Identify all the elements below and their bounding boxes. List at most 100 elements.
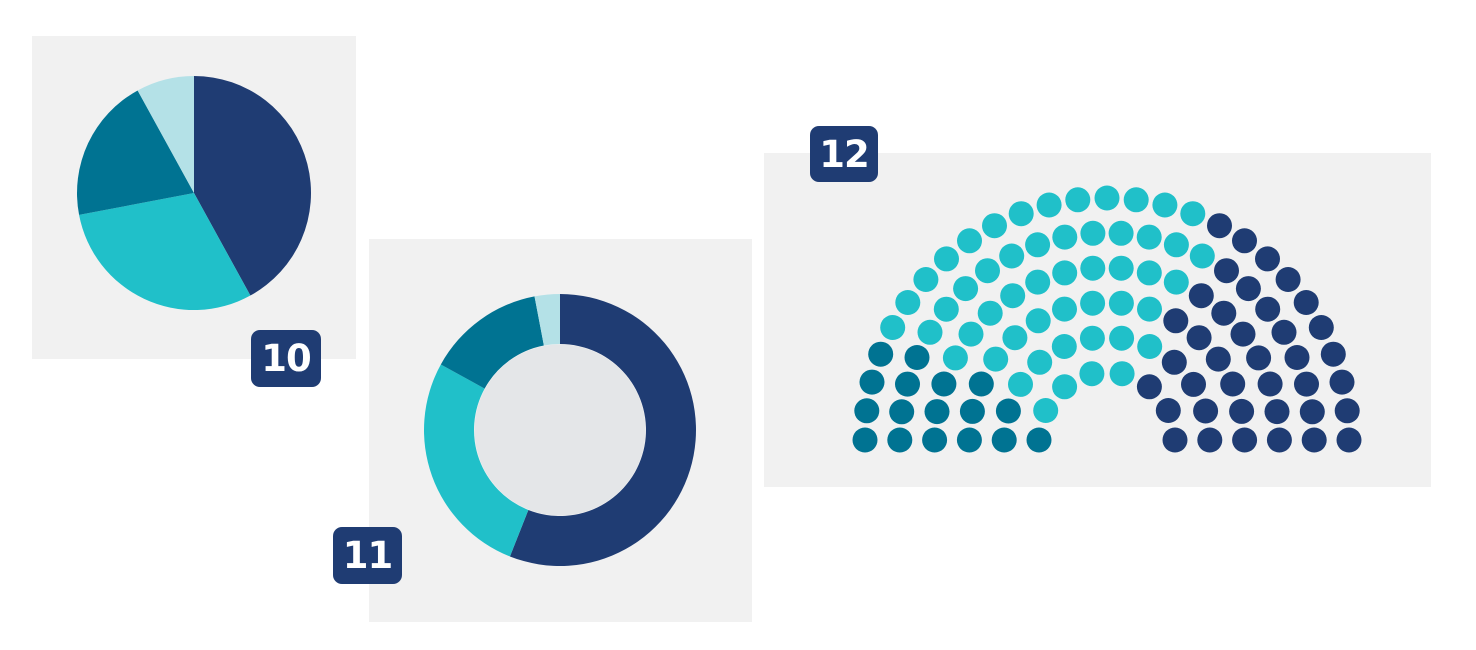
parliament-seat-party-3: [1188, 283, 1214, 309]
chart-number-badge-11: 11: [333, 527, 402, 584]
pie-chart: [77, 76, 312, 310]
parliament-seat-party-3: [1197, 427, 1223, 453]
parliament-seat-party-3: [1257, 371, 1283, 397]
parliament-seat-party-1: [852, 427, 878, 453]
parliament-seat-party-1: [931, 371, 957, 397]
parliament-seat-party-2: [1033, 398, 1059, 423]
pie-slice-4: [137, 76, 194, 193]
parliament-seat-party-2: [913, 267, 939, 292]
parliament-seat-party-3: [1207, 213, 1232, 239]
parliament-seat-party-2: [999, 243, 1025, 269]
parliament-seat-party-2: [1123, 187, 1149, 213]
parliament-seat-party-3: [1163, 308, 1189, 334]
parliament-seat-party-2: [1108, 220, 1134, 246]
parliament-seat-party-2: [942, 345, 968, 371]
parliament-seat-party-1: [995, 398, 1021, 424]
parliament-seat-party-2: [1065, 187, 1091, 213]
parliament-seat-party-2: [933, 296, 959, 322]
pie-slice-2: [79, 193, 251, 310]
parliament-seat-party-3: [1186, 325, 1212, 351]
parliament-seat-party-3: [1334, 398, 1360, 424]
parliament-seat-party-1: [968, 371, 994, 397]
parliament-seat-party-2: [1025, 232, 1051, 258]
parliament-seat-party-2: [958, 321, 984, 347]
parliament-seat-party-2: [1109, 325, 1135, 351]
donut-chart: [423, 294, 696, 566]
parliament-seat-party-2: [934, 246, 959, 272]
parliament-seat-party-2: [1052, 374, 1078, 400]
parliament-seat-party-2: [1137, 296, 1162, 322]
parliament-seat-party-1: [924, 399, 950, 425]
parliament-seat-party-3: [1329, 369, 1355, 395]
parliament-seat-party-2: [1189, 243, 1215, 269]
pie-slice-3: [77, 90, 194, 215]
parliament-seat-party-2: [1136, 224, 1162, 250]
parliament-seat-party-3: [1232, 228, 1257, 254]
parliament-seat-party-2: [880, 315, 906, 340]
parliament-seat-party-2: [1080, 220, 1106, 246]
parliament-seat-party-3: [1301, 427, 1327, 453]
parliament-seat-party-3: [1275, 267, 1301, 292]
parliament-seat-party-2: [1152, 192, 1178, 218]
parliament-seat-party-2: [1108, 255, 1134, 281]
parliament-seat-party-3: [1155, 398, 1181, 423]
parliament-seat-party-1: [854, 398, 880, 424]
parliament-seat-party-1: [991, 427, 1017, 453]
parliament-seat-party-3: [1232, 427, 1258, 453]
parliament-seat-party-3: [1308, 315, 1334, 340]
parliament-seat-party-2: [1080, 255, 1106, 281]
donut-slice-3: [440, 296, 544, 389]
parliament-seat-party-2: [953, 276, 979, 302]
parliament-seat-party-1: [959, 398, 985, 424]
parliament-seat-party-2: [1051, 334, 1077, 359]
parliament-seat-party-3: [1336, 427, 1362, 453]
parliament-seat-party-3: [1293, 290, 1319, 315]
parliament-seat-party-3: [1230, 321, 1256, 347]
parliament-seat-party-2: [982, 213, 1007, 239]
parliament-seat-party-2: [1180, 201, 1206, 227]
parliament-seat-party-2: [1163, 232, 1189, 258]
parliament-seat-party-1: [1026, 427, 1052, 453]
parliament-seat-party-2: [1136, 260, 1162, 286]
chart-number-badge-10: 10: [251, 330, 321, 387]
donut-slice-4: [534, 294, 560, 346]
parliament-seat-party-3: [1255, 296, 1281, 322]
parliament-seat-party-3: [1235, 276, 1261, 302]
parliament-seat-party-1: [859, 369, 885, 395]
parliament-seat-party-1: [889, 399, 915, 425]
parliament-seat-party-2: [1036, 192, 1062, 218]
parliament-seat-party-1: [922, 427, 948, 453]
parliament-seat-party-2: [957, 228, 982, 254]
parliament-seat-party-3: [1266, 427, 1292, 453]
parliament-seat-party-3: [1161, 349, 1187, 375]
parliament-seat-party-2: [1052, 260, 1078, 286]
parliament-seat-party-3: [1211, 300, 1237, 326]
parliament-seat-party-2: [895, 290, 921, 315]
parliament-seat-party-1: [887, 427, 913, 453]
parliament-seat-party-3: [1162, 427, 1188, 453]
chart-number-badge-12: 12: [810, 126, 878, 182]
parliament-seat-party-2: [1080, 290, 1106, 316]
parliament-seat-party-2: [1025, 269, 1051, 295]
donut-slice-1: [509, 294, 696, 566]
donut-slice-2: [423, 364, 529, 557]
parliament-seat-party-2: [1002, 325, 1028, 351]
parliament-seat-party-2: [1008, 201, 1034, 227]
donut-hole: [474, 344, 646, 516]
parliament-seat-party-1: [956, 427, 982, 453]
parliament-seat-party-3: [1220, 371, 1246, 397]
parliament-seat-party-3: [1229, 398, 1255, 424]
parliament-seat-party-2: [975, 258, 1000, 284]
parliament-seat-party-2: [1094, 185, 1120, 211]
parliament-seat-party-2: [1052, 296, 1077, 322]
parliament-seat-party-2: [1108, 290, 1134, 316]
parliament-seat-party-2: [983, 346, 1009, 372]
parliament-seat-party-3: [1193, 398, 1219, 424]
parliament-seat-party-2: [1008, 371, 1033, 397]
parliament-seat-party-2: [1137, 334, 1163, 359]
parliament-seat-party-3: [1294, 371, 1319, 397]
parliament-seat-party-3: [1246, 345, 1272, 371]
parliament-seat-party-1: [868, 341, 894, 367]
parliament-seat-party-3: [1271, 319, 1297, 345]
parliament-seat-party-3: [1255, 246, 1280, 272]
